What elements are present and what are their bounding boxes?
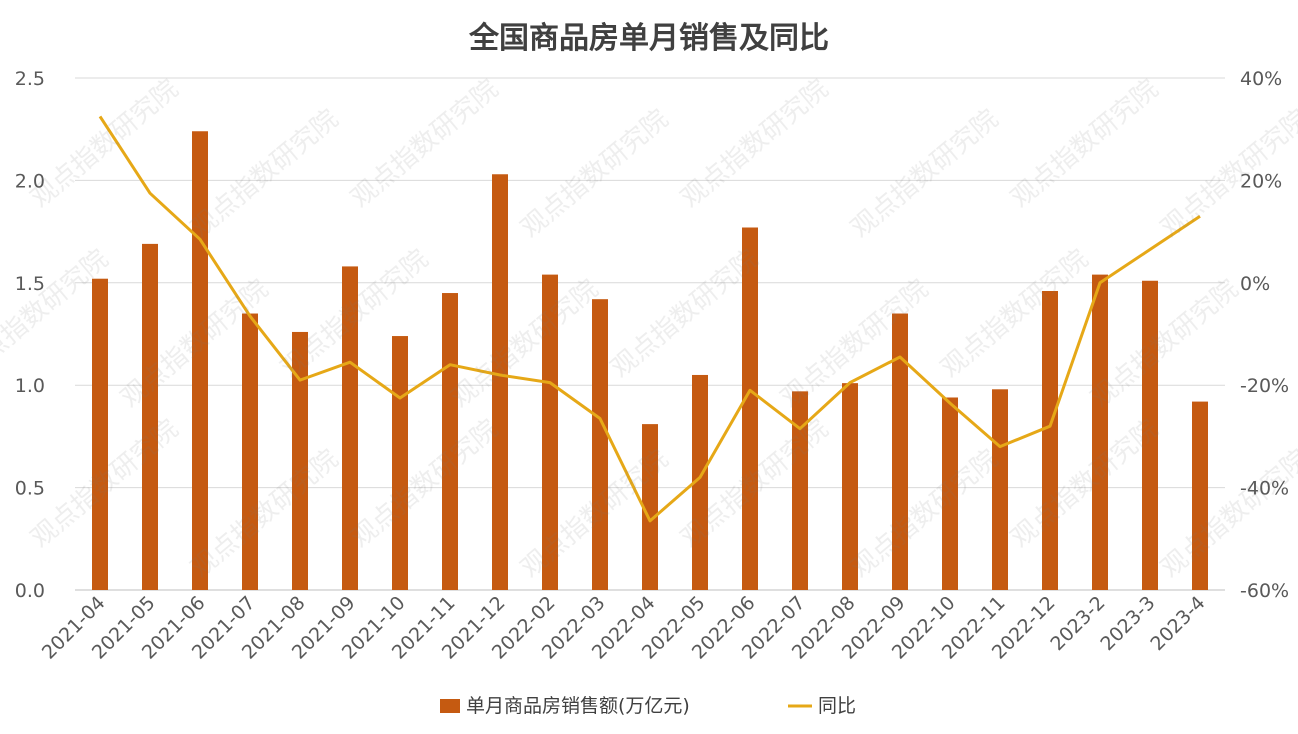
- y-left-tick-label: 0.5: [15, 478, 45, 500]
- x-tick-label: 2023-4: [1146, 592, 1209, 655]
- watermark-text: 观点指数研究院: [845, 444, 1004, 584]
- legend-label-line: 同比: [818, 695, 856, 717]
- bar: [592, 299, 608, 590]
- watermark-text: 观点指数研究院: [345, 74, 504, 214]
- y-right-tick-label: 40%: [1240, 68, 1282, 90]
- watermark-text: 观点指数研究院: [445, 274, 604, 414]
- bar: [992, 389, 1008, 590]
- y-left-tick-label: 1.5: [15, 273, 45, 295]
- x-tick-label: 2023-2: [1046, 592, 1109, 655]
- y-left-tick-label: 1.0: [15, 375, 45, 397]
- watermark-text: 观点指数研究院: [345, 414, 504, 554]
- y-right-tick-label: 20%: [1240, 170, 1282, 192]
- y-right-tick-label: -60%: [1240, 580, 1289, 602]
- bar: [1042, 291, 1058, 590]
- bar: [392, 336, 408, 590]
- y-right-tick-label: 0%: [1240, 273, 1270, 295]
- watermark-text: 观点指数研究院: [845, 104, 1004, 244]
- y-right-tick-label: -40%: [1240, 478, 1289, 500]
- y-right-tick-label: -20%: [1240, 375, 1289, 397]
- watermark-text: 观点指数研究院: [515, 104, 674, 244]
- legend-label-bar: 单月商品房销售额(万亿元): [466, 695, 690, 717]
- watermark-text: 观点指数研究院: [935, 244, 1094, 384]
- watermark-text: 观点指数研究院: [605, 244, 764, 384]
- watermark-text: 观点指数研究院: [675, 74, 834, 214]
- watermark-text: 观点指数研究院: [185, 444, 344, 584]
- y-left-tick-label: 2.5: [15, 68, 45, 90]
- legend-swatch-bar: [440, 699, 460, 713]
- x-axis: 2021-042021-052021-062021-072021-082021-…: [38, 592, 1210, 664]
- bar: [142, 244, 158, 590]
- watermark-text: 观点指数研究院: [1155, 444, 1298, 584]
- bar: [92, 279, 108, 590]
- watermark-text: 观点指数研究院: [1085, 274, 1244, 414]
- chart-title: 全国商品房单月销售及同比: [468, 21, 829, 56]
- legend: 单月商品房销售额(万亿元) 同比: [440, 695, 856, 717]
- bar: [1092, 275, 1108, 590]
- y-left-tick-label: 0.0: [15, 580, 45, 602]
- watermark-text: 观点指数研究院: [1005, 74, 1164, 214]
- x-tick-label: 2023-3: [1096, 592, 1159, 655]
- watermark-text: 观点指数研究院: [25, 74, 184, 214]
- y-left-tick-label: 2.0: [15, 170, 45, 192]
- watermark-text: 观点指数研究院: [185, 104, 344, 244]
